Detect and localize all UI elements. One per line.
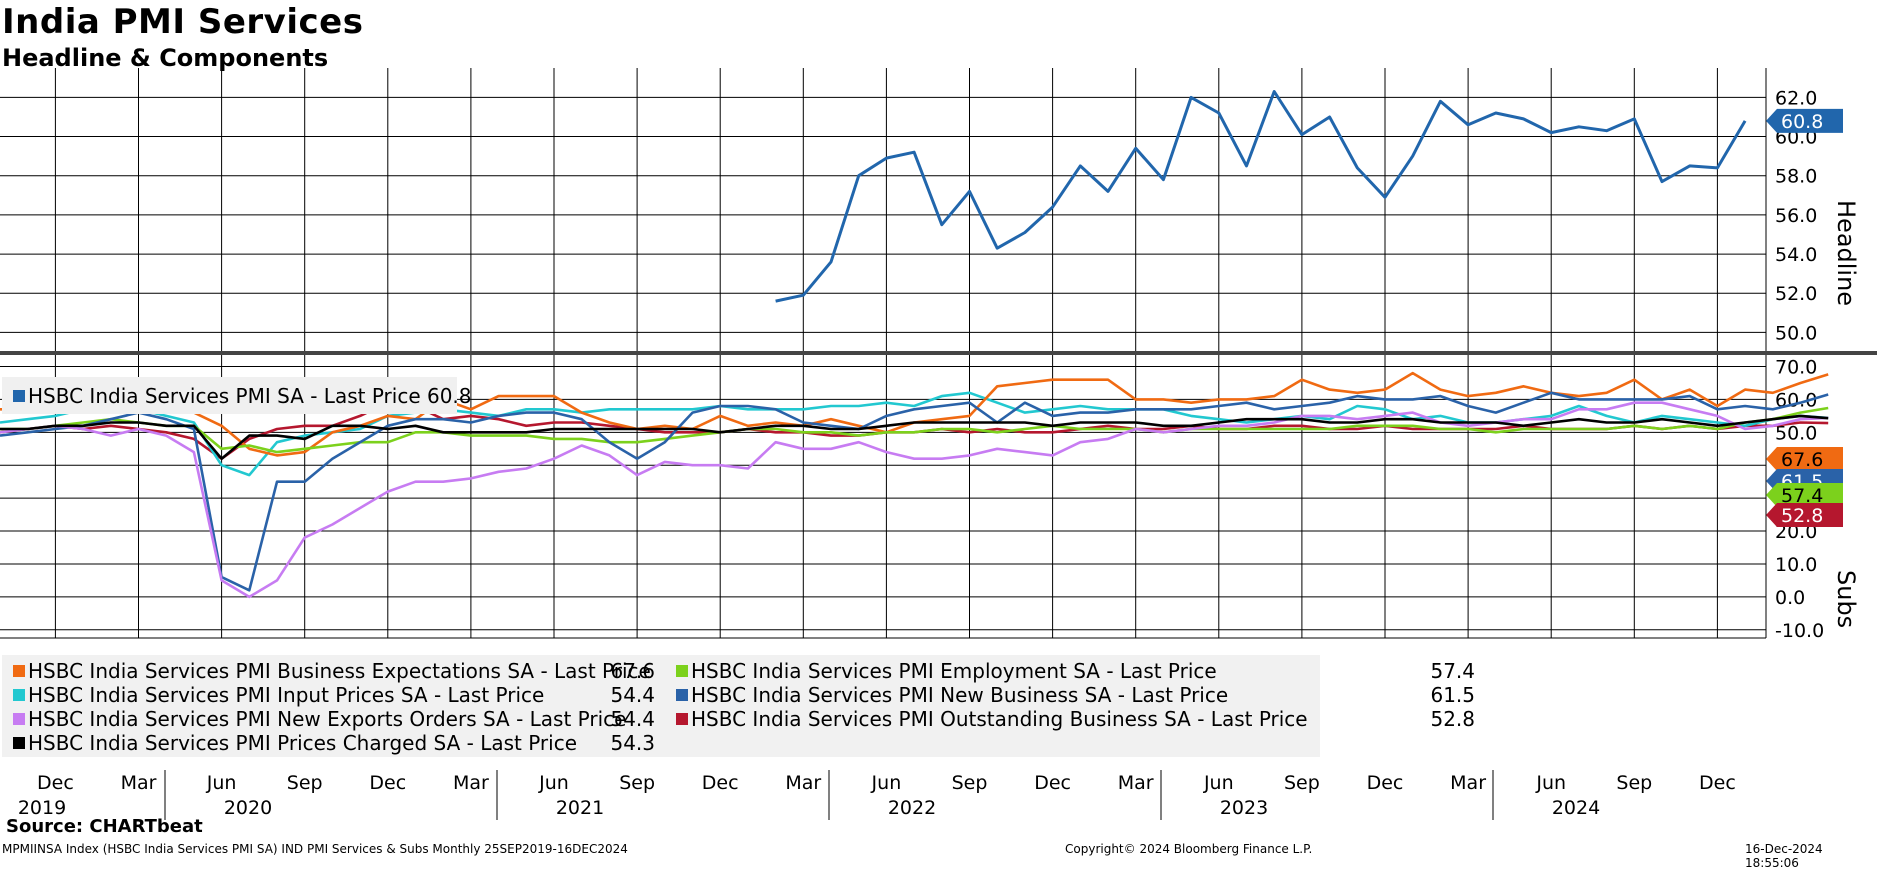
x-tick-label: Mar <box>1450 772 1486 794</box>
legend-swatch <box>676 665 688 677</box>
legend-label: HSBC India Services PMI Input Prices SA … <box>28 683 544 707</box>
y-tick-label: 56.0 <box>1775 205 1817 227</box>
legend-swatch <box>13 689 25 701</box>
legend-label: HSBC India Services PMI Employment SA - … <box>691 659 1217 683</box>
y-tick-label: 0.0 <box>1775 587 1805 609</box>
top-axis-title: Headline <box>1832 200 1860 306</box>
x-tick-label: Dec <box>1034 772 1071 794</box>
y-tick-label: 70.0 <box>1775 357 1817 379</box>
last-value-tag-shape <box>1766 503 1843 527</box>
x-tick-label: Mar <box>121 772 157 794</box>
y-tick-label: 54.0 <box>1775 244 1817 266</box>
y-tick-label: 52.0 <box>1775 283 1817 305</box>
headline-pmi-line <box>775 90 1747 303</box>
x-year-label: 2021 <box>556 797 604 819</box>
last-value-tag-text: 57.4 <box>1781 485 1823 507</box>
last-value-tag-text: 67.6 <box>1781 449 1823 471</box>
x-tick-label: Sep <box>952 772 988 794</box>
x-tick-label: Sep <box>619 772 655 794</box>
legend-swatch <box>13 665 25 677</box>
legend-last-value: 54.4 <box>610 707 655 731</box>
legend-last-value: 67.6 <box>610 659 655 683</box>
x-tick-label: Jun <box>1535 772 1566 794</box>
legend-label: HSBC India Services PMI Prices Charged S… <box>28 731 577 755</box>
footer-index-info: MPMIINSA Index (HSBC India Services PMI … <box>2 842 628 856</box>
x-tick-label: Dec <box>702 772 739 794</box>
y-tick-label: 58.0 <box>1775 166 1817 188</box>
legend-last-value: 54.3 <box>610 731 655 755</box>
x-year-label: 2019 <box>18 797 66 819</box>
series-line-new_business <box>0 391 1829 592</box>
x-year-label: 2022 <box>888 797 936 819</box>
x-year-label: 2023 <box>1220 797 1268 819</box>
legend-label: HSBC India Services PMI New Exports Orde… <box>28 707 626 731</box>
series-line-employment <box>0 406 1829 454</box>
y-tick-label: 50.0 <box>1775 422 1817 444</box>
x-tick-label: Sep <box>1616 772 1652 794</box>
legend-label: HSBC India Services PMI Business Expecta… <box>28 659 651 683</box>
panel-separator <box>0 351 1877 355</box>
legend-swatch <box>13 713 25 725</box>
legend-label: HSBC India Services PMI SA - Last Price … <box>28 384 472 408</box>
last-value-tag-shape <box>1766 108 1843 133</box>
bottom-axis-title: Subs <box>1832 570 1860 628</box>
x-tick-label: Dec <box>1699 772 1736 794</box>
y-tick-label: 62.0 <box>1775 87 1817 109</box>
legend-swatch <box>676 713 688 725</box>
legend-last-value: 61.5 <box>1430 683 1475 707</box>
last-value-tag-text: 60.8 <box>1781 111 1823 133</box>
top-legend-box <box>2 377 457 414</box>
x-tick-label: Mar <box>453 772 489 794</box>
x-tick-label: Sep <box>1284 772 1320 794</box>
legend-last-value: 57.4 <box>1430 659 1475 683</box>
bottom-legend-box <box>2 655 1320 757</box>
legend-swatch <box>13 390 25 402</box>
last-value-tag-shape <box>1766 447 1843 471</box>
x-tick-label: Jun <box>871 772 902 794</box>
x-tick-label: Dec <box>37 772 74 794</box>
y-tick-label: 10.0 <box>1775 554 1817 576</box>
employment-last-tag: 57.4 <box>1766 483 1843 507</box>
x-tick-label: Dec <box>369 772 406 794</box>
x-tick-label: Jun <box>206 772 237 794</box>
x-tick-label: Dec <box>1367 772 1404 794</box>
legend-last-value: 52.8 <box>1430 707 1475 731</box>
x-year-label: 2020 <box>224 797 272 819</box>
page-subtitle: Headline & Components <box>2 44 329 72</box>
legend-swatch <box>676 689 688 701</box>
x-year-label: 2024 <box>1552 797 1600 819</box>
footer-copyright: Copyright© 2024 Bloomberg Finance L.P. <box>1065 842 1313 856</box>
legend-last-value: 54.4 <box>610 683 655 707</box>
last-value-tag-shape <box>1766 483 1843 507</box>
last-value-tag-text: 52.8 <box>1781 505 1823 527</box>
x-tick-label: Jun <box>1203 772 1234 794</box>
x-tick-label: Jun <box>538 772 569 794</box>
footer-timestamp: 16-Dec-2024 18:55:06 <box>1745 842 1823 870</box>
business-expectations-last-tag: 67.6 <box>1766 447 1843 471</box>
x-tick-label: Mar <box>1118 772 1154 794</box>
outstanding-business-last-tag: 52.8 <box>1766 503 1843 527</box>
source-label: Source: CHARTbeat <box>6 816 203 837</box>
legend-label: HSBC India Services PMI Outstanding Busi… <box>691 707 1308 731</box>
page-title: India PMI Services <box>2 2 364 42</box>
headline-last-tag: 60.8 <box>1766 108 1843 133</box>
series-line-new_export_orders <box>0 401 1829 599</box>
y-tick-label: -10.0 <box>1775 620 1824 642</box>
x-tick-label: Sep <box>287 772 323 794</box>
x-tick-label: Mar <box>785 772 821 794</box>
y-tick-label: 50.0 <box>1775 322 1817 344</box>
legend-label: HSBC India Services PMI New Business SA … <box>691 683 1228 707</box>
legend-swatch <box>13 737 25 749</box>
series-line-prices_charged <box>0 414 1829 461</box>
